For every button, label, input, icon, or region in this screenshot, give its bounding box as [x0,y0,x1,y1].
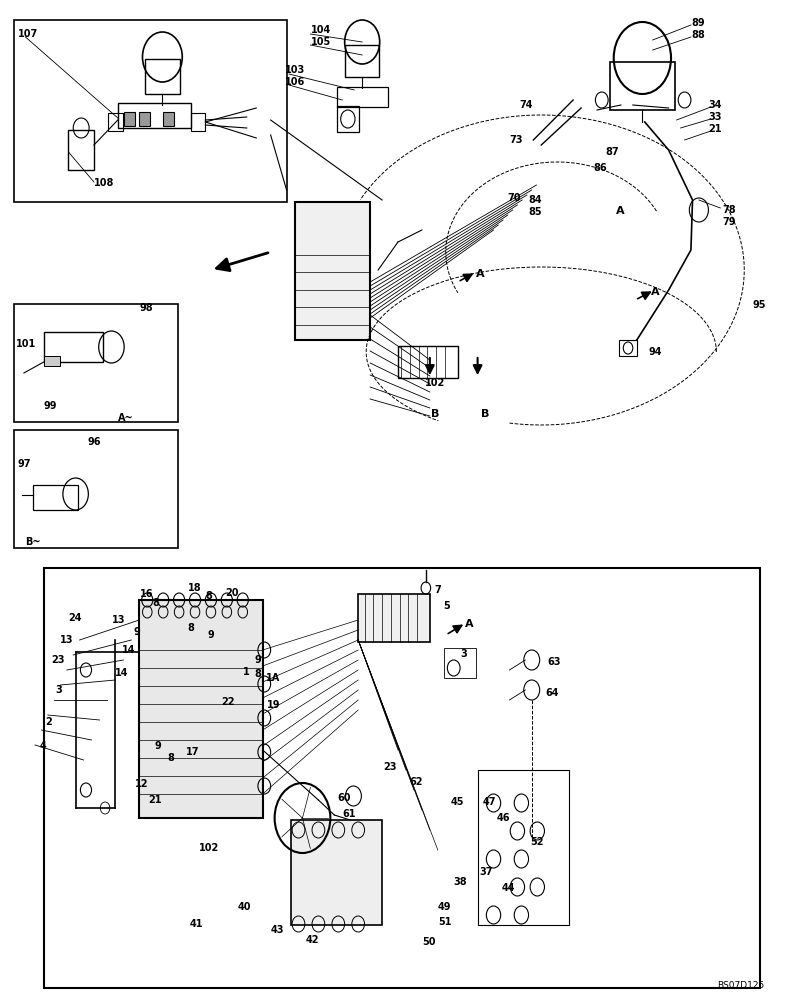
FancyBboxPatch shape [44,356,60,366]
Text: B: B [481,409,490,419]
Text: 33: 33 [708,112,722,122]
Text: 85: 85 [529,207,542,217]
Text: A: A [651,287,660,297]
Text: 8: 8 [205,591,213,601]
Text: 70: 70 [508,193,521,203]
Text: 107: 107 [18,29,38,39]
Text: A: A [476,269,485,279]
Text: 14: 14 [122,645,135,655]
Text: 9: 9 [208,630,214,640]
Text: 87: 87 [605,147,618,157]
Text: 49: 49 [438,902,451,912]
Text: B: B [431,409,440,419]
Text: 105: 105 [310,37,330,47]
Text: 8: 8 [167,753,174,763]
Text: 8: 8 [255,669,262,679]
Text: 17: 17 [185,747,199,757]
Text: 89: 89 [691,18,704,28]
Text: 88: 88 [691,30,704,40]
Text: 12: 12 [135,779,149,789]
Text: 8: 8 [152,598,159,608]
Text: 23: 23 [51,655,64,665]
Text: 43: 43 [271,925,284,935]
Text: 61: 61 [342,809,356,819]
Text: 60: 60 [338,793,351,803]
Text: 3: 3 [56,685,62,695]
Text: 102: 102 [425,378,445,388]
FancyBboxPatch shape [291,820,382,925]
Text: 50: 50 [422,937,435,947]
Text: 5: 5 [443,601,450,611]
Text: 108: 108 [94,178,115,188]
Text: 13: 13 [60,635,73,645]
Text: 7: 7 [435,585,441,595]
Text: 37: 37 [479,867,493,877]
Text: 97: 97 [18,459,31,469]
Text: 38: 38 [454,877,467,887]
Text: 95: 95 [752,300,766,310]
FancyBboxPatch shape [295,202,370,340]
Text: 63: 63 [548,657,561,667]
Text: 86: 86 [593,163,607,173]
Text: 73: 73 [509,135,523,145]
Text: 22: 22 [221,697,235,707]
Text: 24: 24 [68,613,82,623]
Text: 2: 2 [45,717,52,727]
Text: 78: 78 [722,205,736,215]
Text: 51: 51 [438,917,451,927]
Text: 8: 8 [188,623,195,633]
Text: 98: 98 [139,303,153,313]
Text: 18: 18 [188,583,201,593]
Text: 1A: 1A [266,673,280,683]
Text: 23: 23 [384,762,397,772]
Text: 74: 74 [519,100,533,110]
Text: 104: 104 [310,25,330,35]
Text: 103: 103 [285,65,305,75]
Text: 13: 13 [112,615,126,625]
Text: BS07D125: BS07D125 [717,981,764,990]
Text: 47: 47 [482,797,496,807]
Text: 9: 9 [255,655,261,665]
Text: 94: 94 [649,347,662,357]
Text: 1: 1 [243,667,249,677]
Text: 34: 34 [708,100,722,110]
Text: 42: 42 [306,935,319,945]
Text: 9: 9 [134,627,140,637]
Text: 3: 3 [460,649,466,659]
Text: A: A [465,619,474,629]
Text: 14: 14 [115,668,128,678]
FancyBboxPatch shape [358,594,430,642]
Text: 16: 16 [140,589,154,599]
Text: A~: A~ [118,413,134,423]
FancyBboxPatch shape [139,600,263,818]
Text: 21: 21 [148,795,162,805]
Text: 62: 62 [409,777,423,787]
Text: 20: 20 [225,588,239,598]
Text: 45: 45 [451,797,464,807]
Text: 101: 101 [16,339,36,349]
Text: 46: 46 [497,813,510,823]
Text: 41: 41 [189,919,203,929]
FancyBboxPatch shape [124,112,135,126]
Text: 40: 40 [237,902,251,912]
Text: 19: 19 [267,700,280,710]
Text: 21: 21 [708,124,722,134]
Text: 99: 99 [44,401,57,411]
Text: 102: 102 [199,843,219,853]
FancyBboxPatch shape [139,112,150,126]
Text: 79: 79 [722,217,736,227]
Text: 64: 64 [545,688,559,698]
Text: B~: B~ [25,537,41,547]
FancyBboxPatch shape [163,112,174,126]
Text: 4: 4 [40,741,46,751]
Text: 96: 96 [88,437,101,447]
Text: 106: 106 [285,77,305,87]
Text: 44: 44 [501,883,515,893]
Text: 84: 84 [529,195,542,205]
Text: A: A [616,206,625,216]
Text: 52: 52 [530,837,544,847]
Text: 9: 9 [154,741,161,751]
